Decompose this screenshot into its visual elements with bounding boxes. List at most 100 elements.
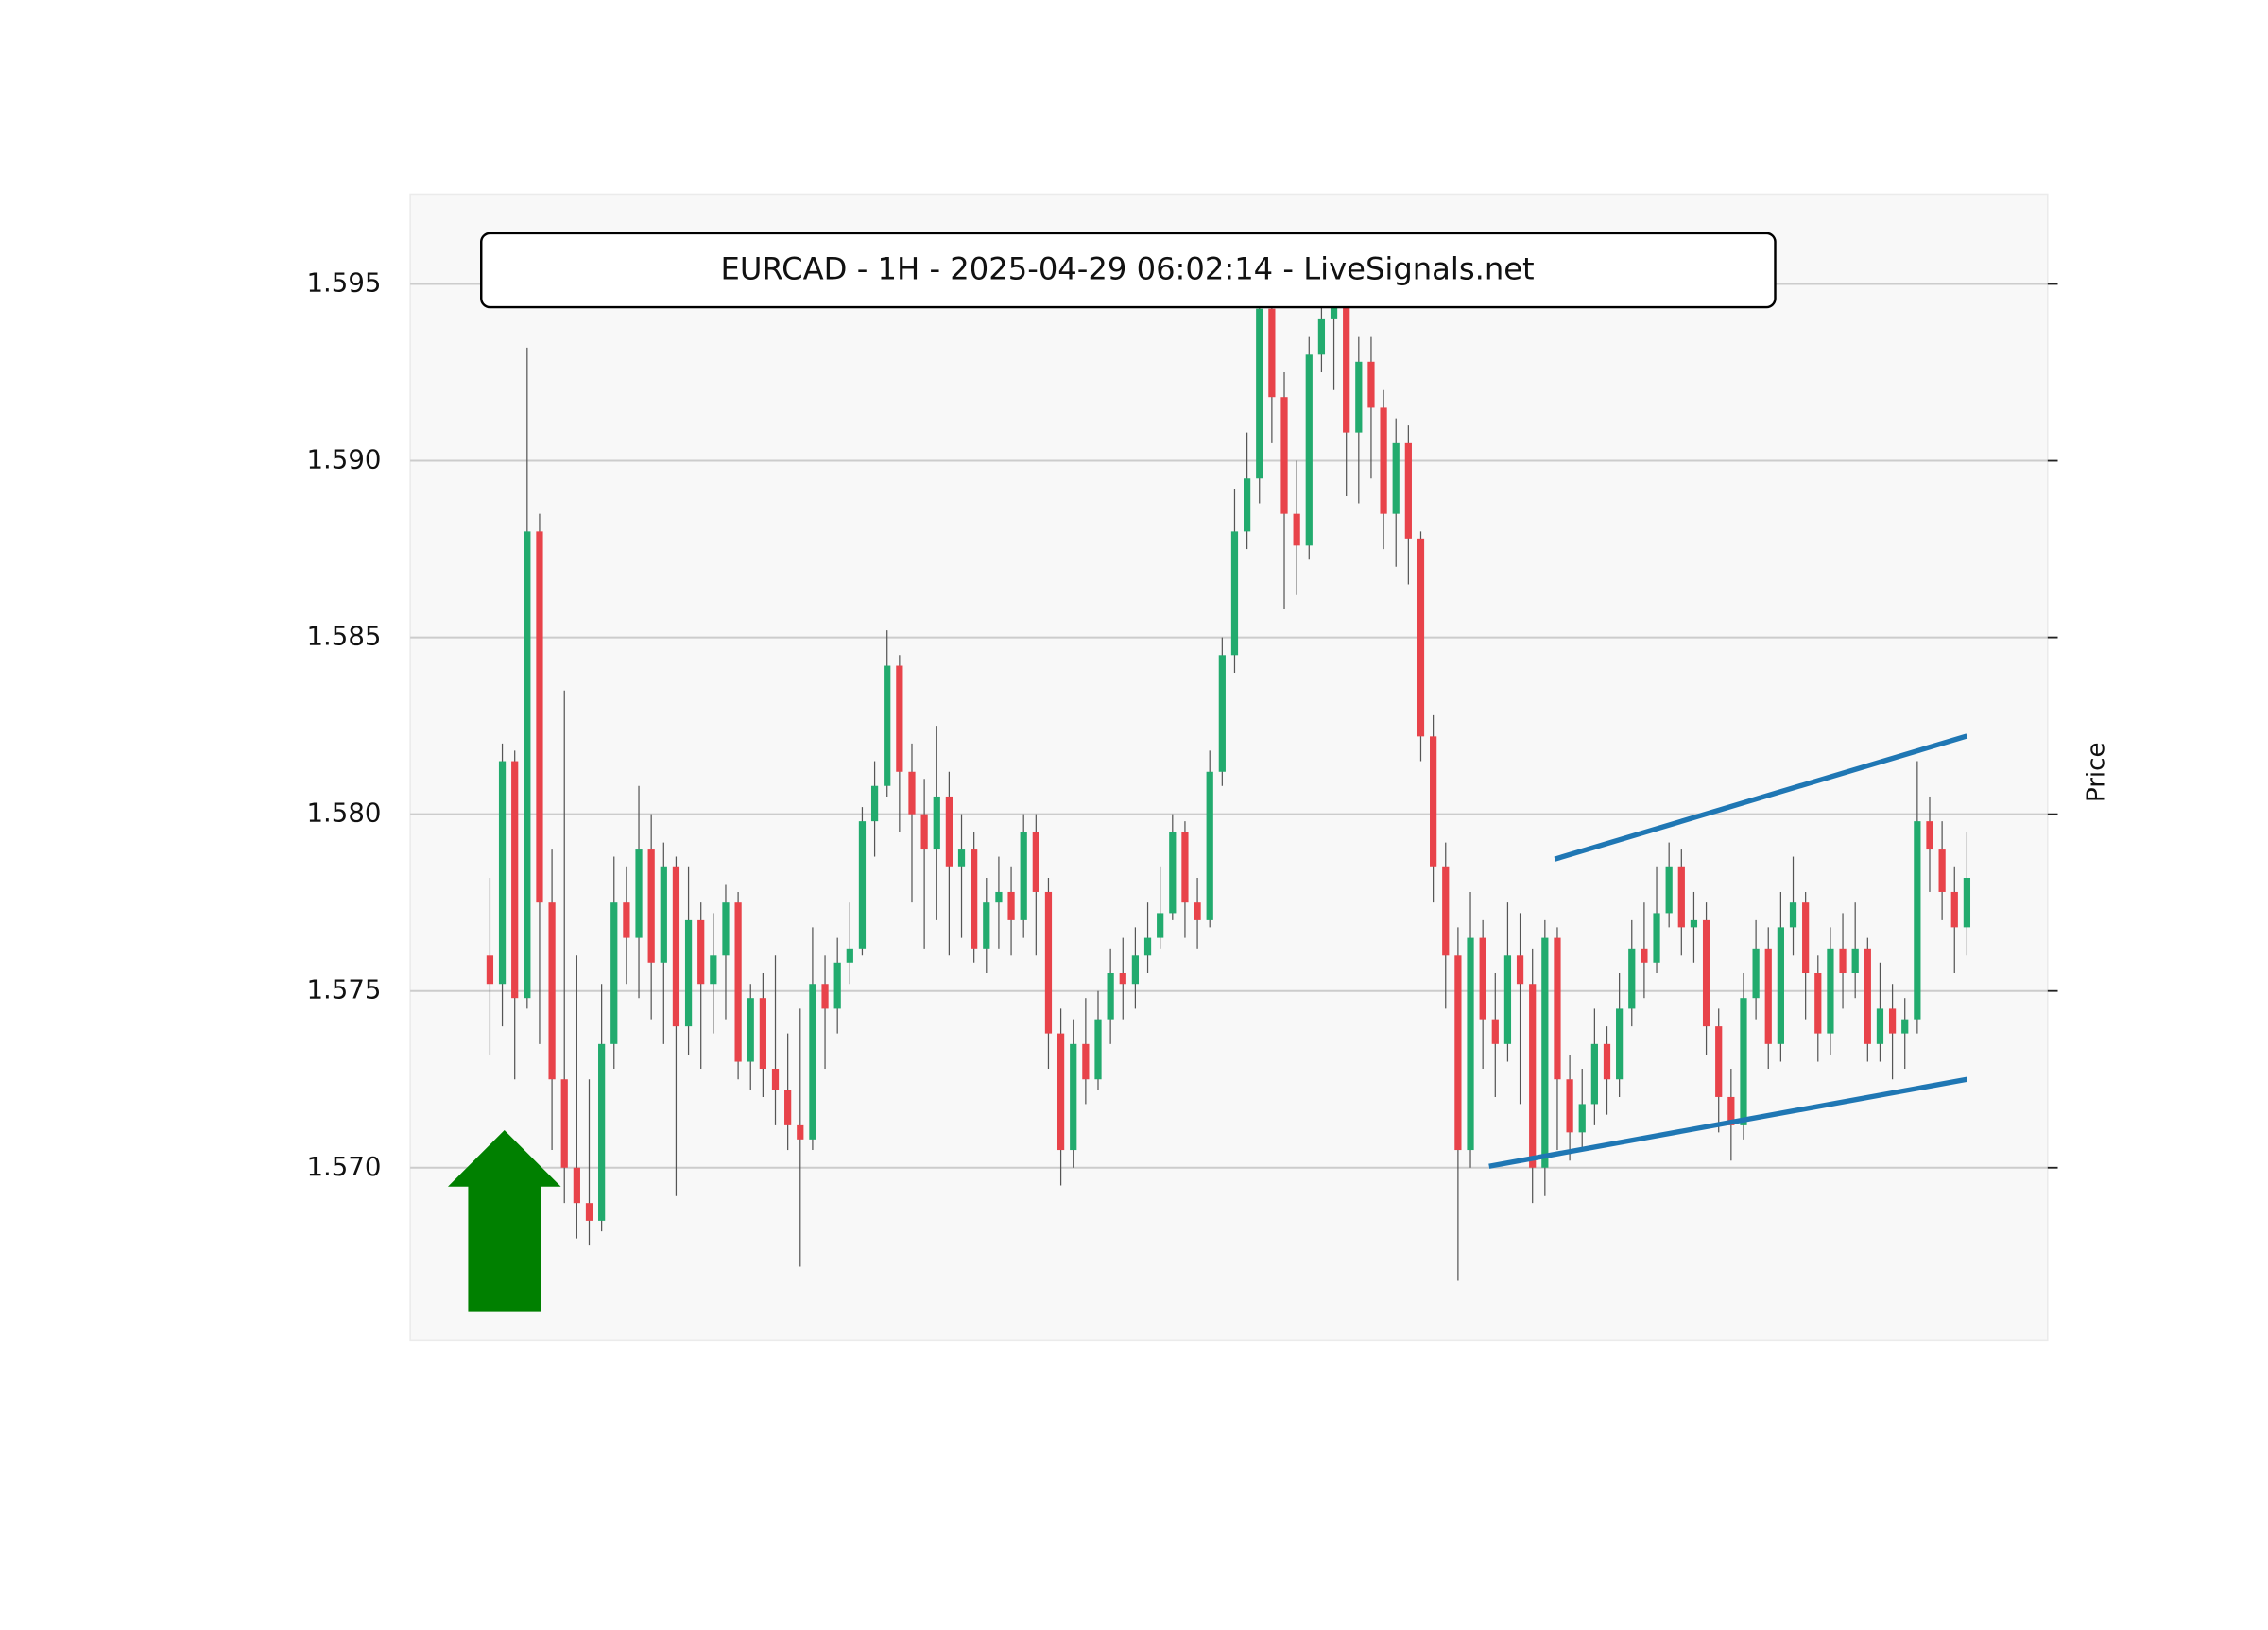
candle-body (1864, 948, 1871, 1044)
candle-body (1020, 832, 1027, 920)
candle-body (1963, 877, 1971, 928)
trend-line (1554, 733, 1968, 862)
candle-body (1851, 948, 1859, 974)
candle-body (920, 814, 928, 850)
candle-body (1194, 902, 1201, 920)
candle-body (1032, 832, 1040, 892)
candle-body (1541, 937, 1549, 1168)
candle-body (623, 902, 630, 938)
candle-body (1157, 913, 1164, 938)
candle-body (809, 984, 816, 1140)
candle-body (1727, 1096, 1735, 1125)
candle-body (573, 1167, 580, 1204)
candle-body (1119, 973, 1126, 985)
candle-body (1206, 771, 1213, 920)
candle-body (1503, 955, 1512, 1044)
candle-body (1901, 1019, 1909, 1034)
candle-body (1243, 478, 1251, 532)
candle-body (1367, 361, 1375, 408)
candle-body (1181, 832, 1189, 903)
candle-body (734, 902, 742, 1062)
candle-body (1690, 919, 1698, 928)
candle-body (957, 849, 966, 867)
candle-body (598, 1043, 606, 1221)
candle-body (560, 1079, 568, 1168)
candle-body (1814, 973, 1822, 1034)
candle-body (759, 998, 766, 1070)
candle-body (945, 796, 953, 867)
candle-body (697, 919, 705, 985)
candle-body (585, 1203, 593, 1221)
candle-body (858, 821, 867, 949)
candle-body (896, 665, 903, 772)
candle-body (1777, 927, 1784, 1044)
y-tick-label: 1.575 (306, 974, 381, 1005)
candle-body (1430, 736, 1437, 867)
candle-body (1516, 955, 1524, 985)
candle-body (610, 902, 618, 1044)
candle-body (1107, 973, 1114, 1020)
candle-body (524, 531, 531, 999)
candle-body (1442, 866, 1450, 956)
chart-title: EURCAD - 1H - 2025-04-29 06:02:14 - Live… (721, 251, 1535, 287)
candle-body (1417, 538, 1425, 737)
candle-body (1343, 301, 1350, 433)
candle-body (1950, 891, 1958, 928)
candle-body (1305, 354, 1313, 546)
candle-body (1044, 891, 1053, 1034)
candle-body (660, 866, 667, 963)
candle-body (672, 866, 680, 1027)
candle-body (1280, 397, 1288, 514)
candle-body (1218, 655, 1226, 772)
trend-line (1488, 1076, 1967, 1169)
candle-body (884, 665, 891, 786)
candle-body (1057, 1033, 1065, 1151)
candle-body (747, 998, 754, 1062)
candle-body (722, 902, 730, 956)
candle-body (833, 962, 841, 1009)
candle-body (1802, 902, 1810, 974)
candle-body (1491, 1019, 1499, 1044)
candle-body (1082, 1043, 1090, 1080)
candle-body (1094, 1019, 1102, 1080)
candle-body (1317, 318, 1326, 355)
candle-body (1789, 902, 1797, 928)
candle-body (486, 955, 494, 985)
candle-body (1230, 531, 1239, 656)
candle-body (983, 902, 990, 949)
title-box (480, 232, 1777, 309)
candle-body (1404, 442, 1412, 539)
candle-body (1603, 1043, 1611, 1080)
candle-body (1752, 948, 1760, 999)
candle-body (971, 849, 978, 949)
candle-body (511, 761, 519, 999)
candle-body (1938, 849, 1946, 892)
y-tick-label: 1.570 (306, 1151, 381, 1182)
candle-body (1293, 513, 1300, 546)
candle-body (1355, 361, 1363, 433)
candle-body (1256, 308, 1263, 479)
candle-body (1007, 891, 1015, 920)
candle-body (647, 849, 655, 963)
candles (486, 266, 1971, 1281)
candle-body (1169, 832, 1177, 914)
candle-body (1554, 937, 1561, 1080)
plot-area (409, 193, 2049, 1342)
candle-body (710, 955, 717, 985)
candle-body (1566, 1079, 1573, 1133)
candle-body (1641, 948, 1648, 963)
candle-body (1764, 948, 1772, 1044)
candle-body (1827, 948, 1834, 1034)
candle-body (684, 919, 693, 1027)
candle-body (908, 771, 916, 815)
candle-body (1590, 1043, 1598, 1105)
candle-body (995, 891, 1003, 903)
candle-body (1653, 913, 1660, 963)
candle-body (933, 796, 940, 850)
candle-body (1839, 948, 1847, 974)
candle-body (771, 1069, 780, 1090)
y-tick-label: 1.585 (306, 621, 381, 652)
candle-body (1070, 1043, 1077, 1151)
